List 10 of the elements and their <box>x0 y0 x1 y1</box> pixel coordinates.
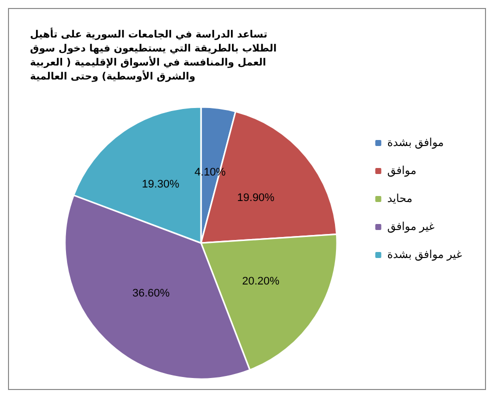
legend-label: غير موافق بشدة <box>387 249 462 261</box>
data-label: 19.90% <box>237 192 275 204</box>
data-label: 36.60% <box>132 287 170 300</box>
data-label: 20.20% <box>242 275 280 288</box>
legend-label: غير موافق <box>387 221 435 233</box>
legend-label: موافق بشدة <box>387 137 444 149</box>
legend-label: محايد <box>387 193 413 205</box>
data-label: 19.30% <box>142 178 180 191</box>
chart-title: تساعد الدراسة في الجامعات السورية على تأهيل الطلاب بالطريقة التي يستطيعون فيها دخول سوق العمل والمنافسة في الأسواق الإقليمية ( العربية والشرق الأوسطية) وحتى العالمية <box>30 28 280 82</box>
legend-label: موافق <box>387 165 416 177</box>
